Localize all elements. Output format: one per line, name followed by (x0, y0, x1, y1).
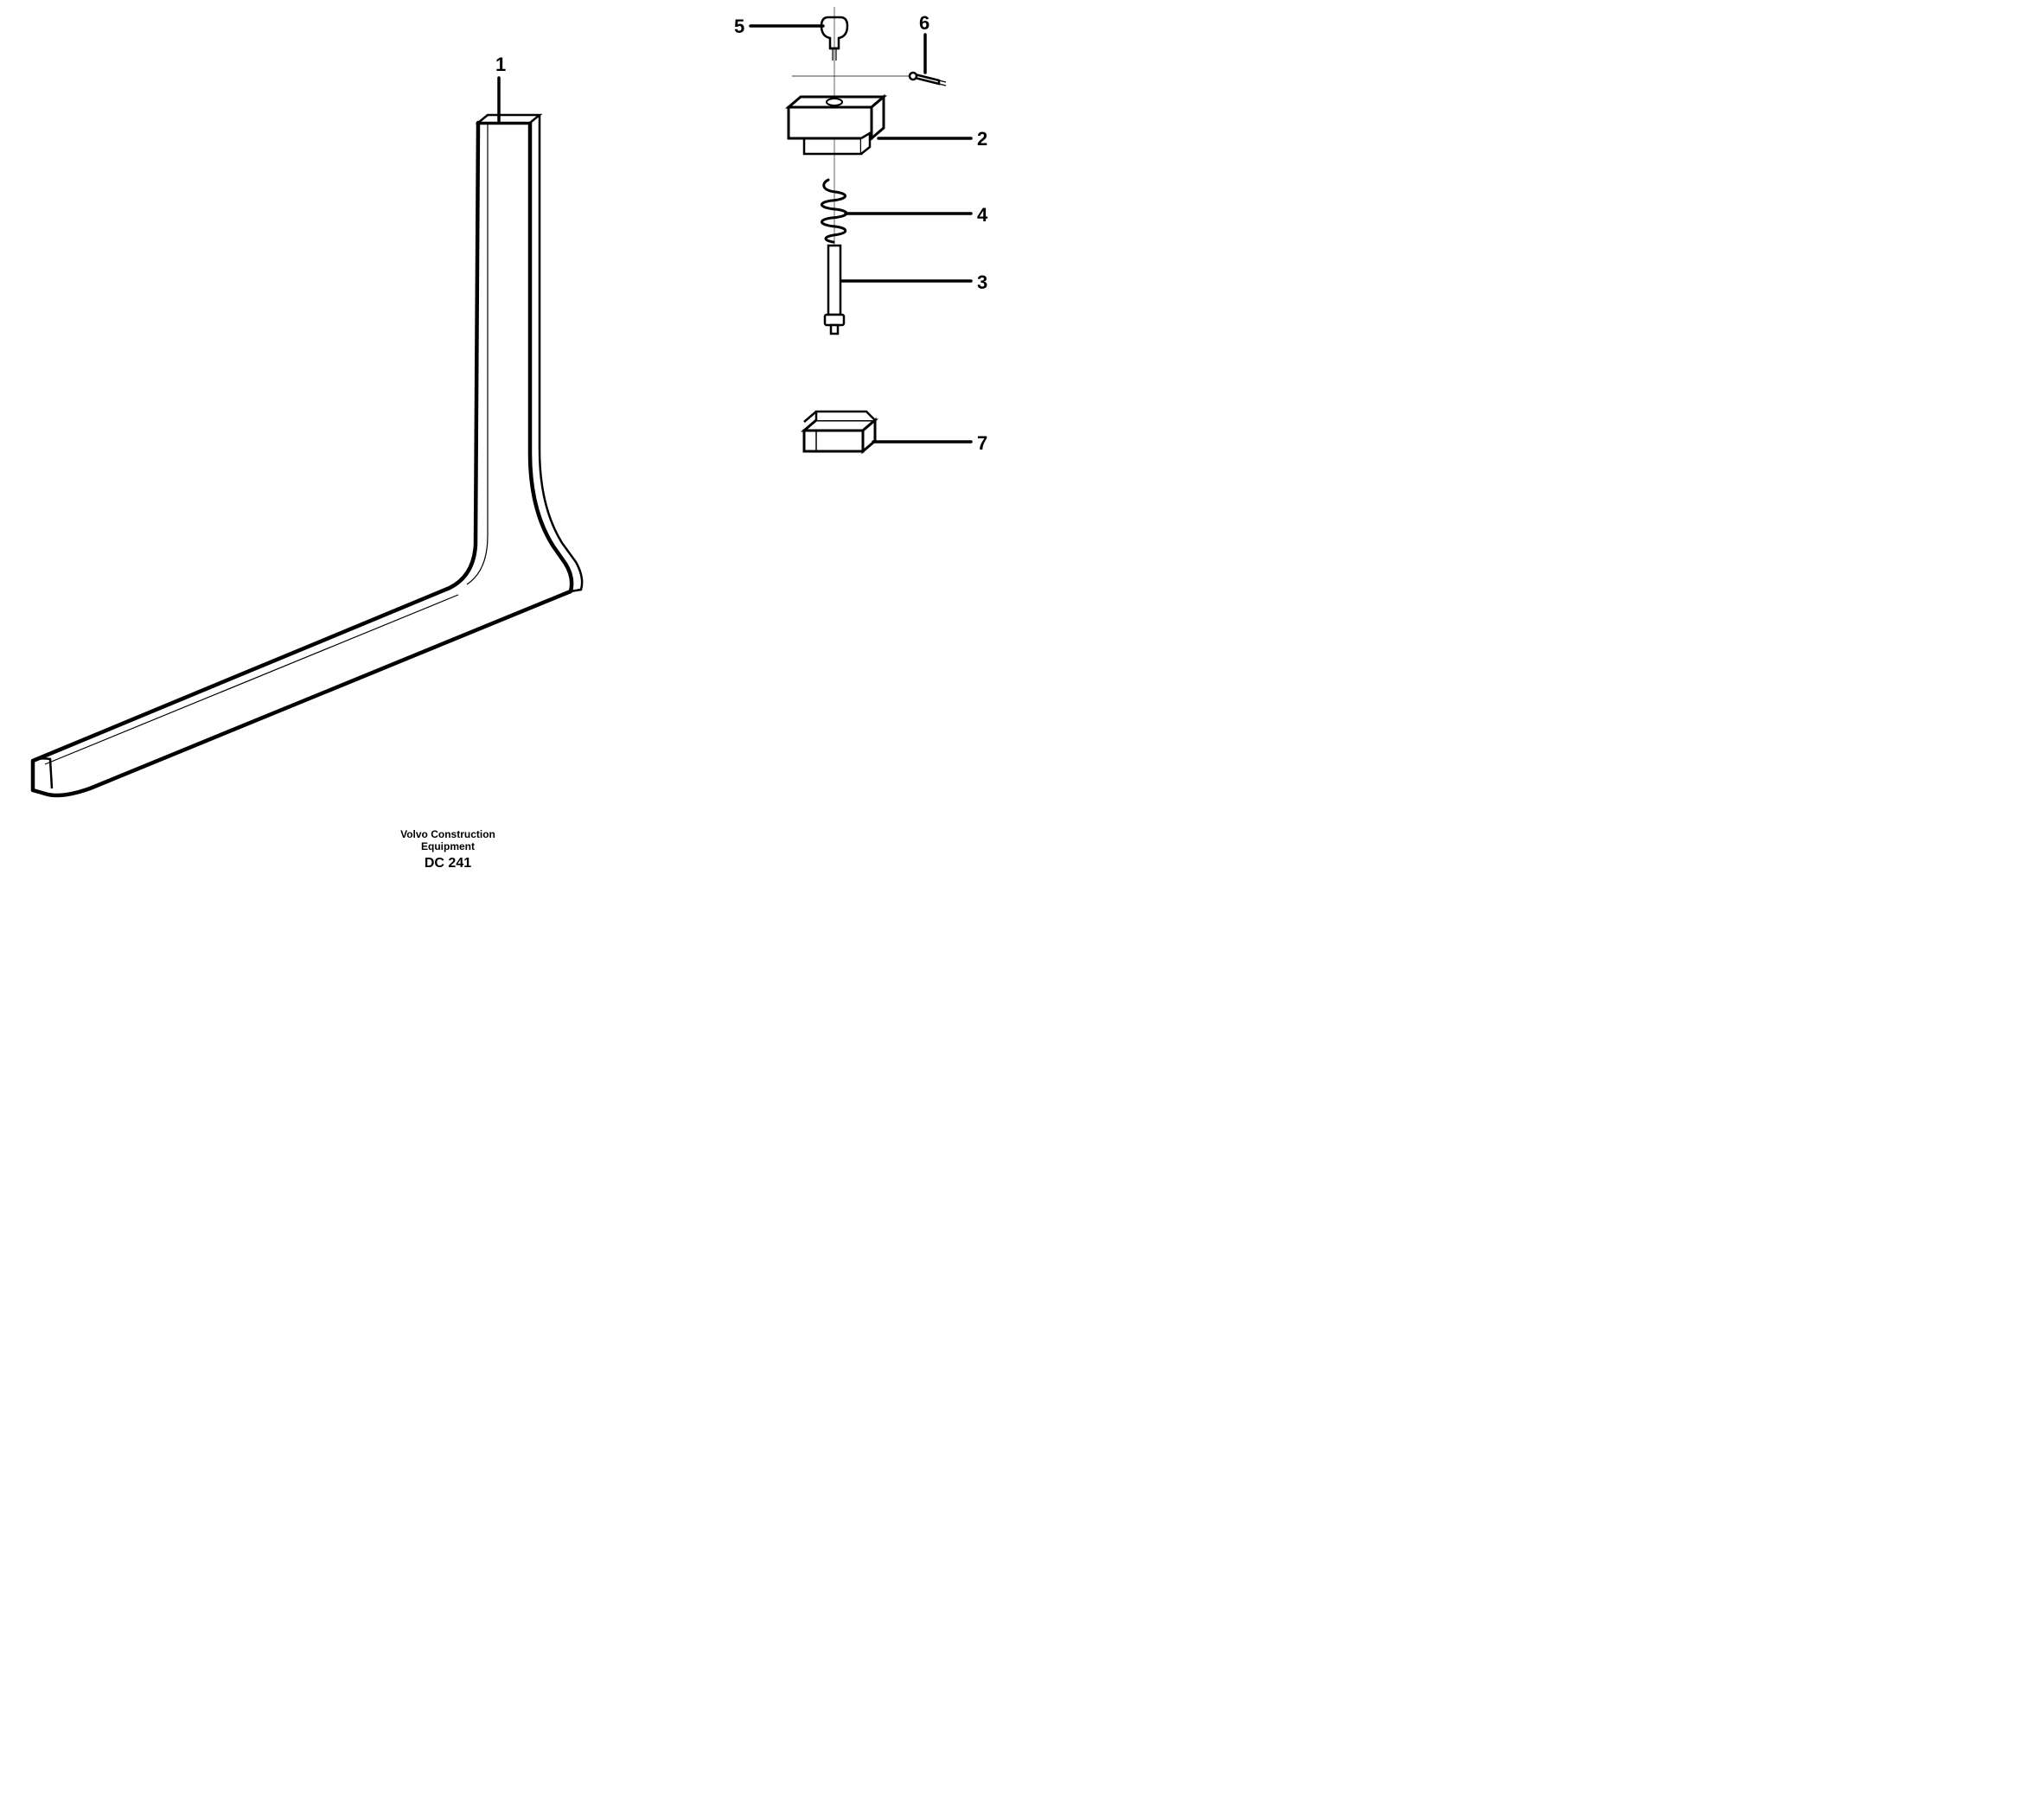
footer-line2: Equipment (353, 840, 543, 852)
part-latch-block (789, 97, 884, 154)
footer-line1: Volvo Construction (353, 828, 543, 840)
callout-2: 2 (977, 128, 987, 150)
callout-4: 4 (977, 204, 987, 227)
callout-6: 6 (919, 12, 929, 35)
part-plunger (825, 173, 844, 334)
callout-1: 1 (495, 54, 506, 76)
part-lower-clamp (804, 412, 875, 451)
callout-3: 3 (977, 271, 987, 294)
diagram-svg (0, 0, 1022, 910)
callout-7: 7 (977, 432, 987, 455)
part-fork (33, 115, 582, 795)
callout-5: 5 (734, 16, 744, 38)
diagram-canvas: 1 5 6 2 4 3 7 Volvo Construction Equipme… (0, 0, 1022, 910)
footer-block: Volvo Construction Equipment DC 241 (353, 828, 543, 871)
callout-lines (499, 26, 971, 442)
footer-code: DC 241 (353, 856, 543, 871)
part-cotter-pin (910, 73, 946, 86)
